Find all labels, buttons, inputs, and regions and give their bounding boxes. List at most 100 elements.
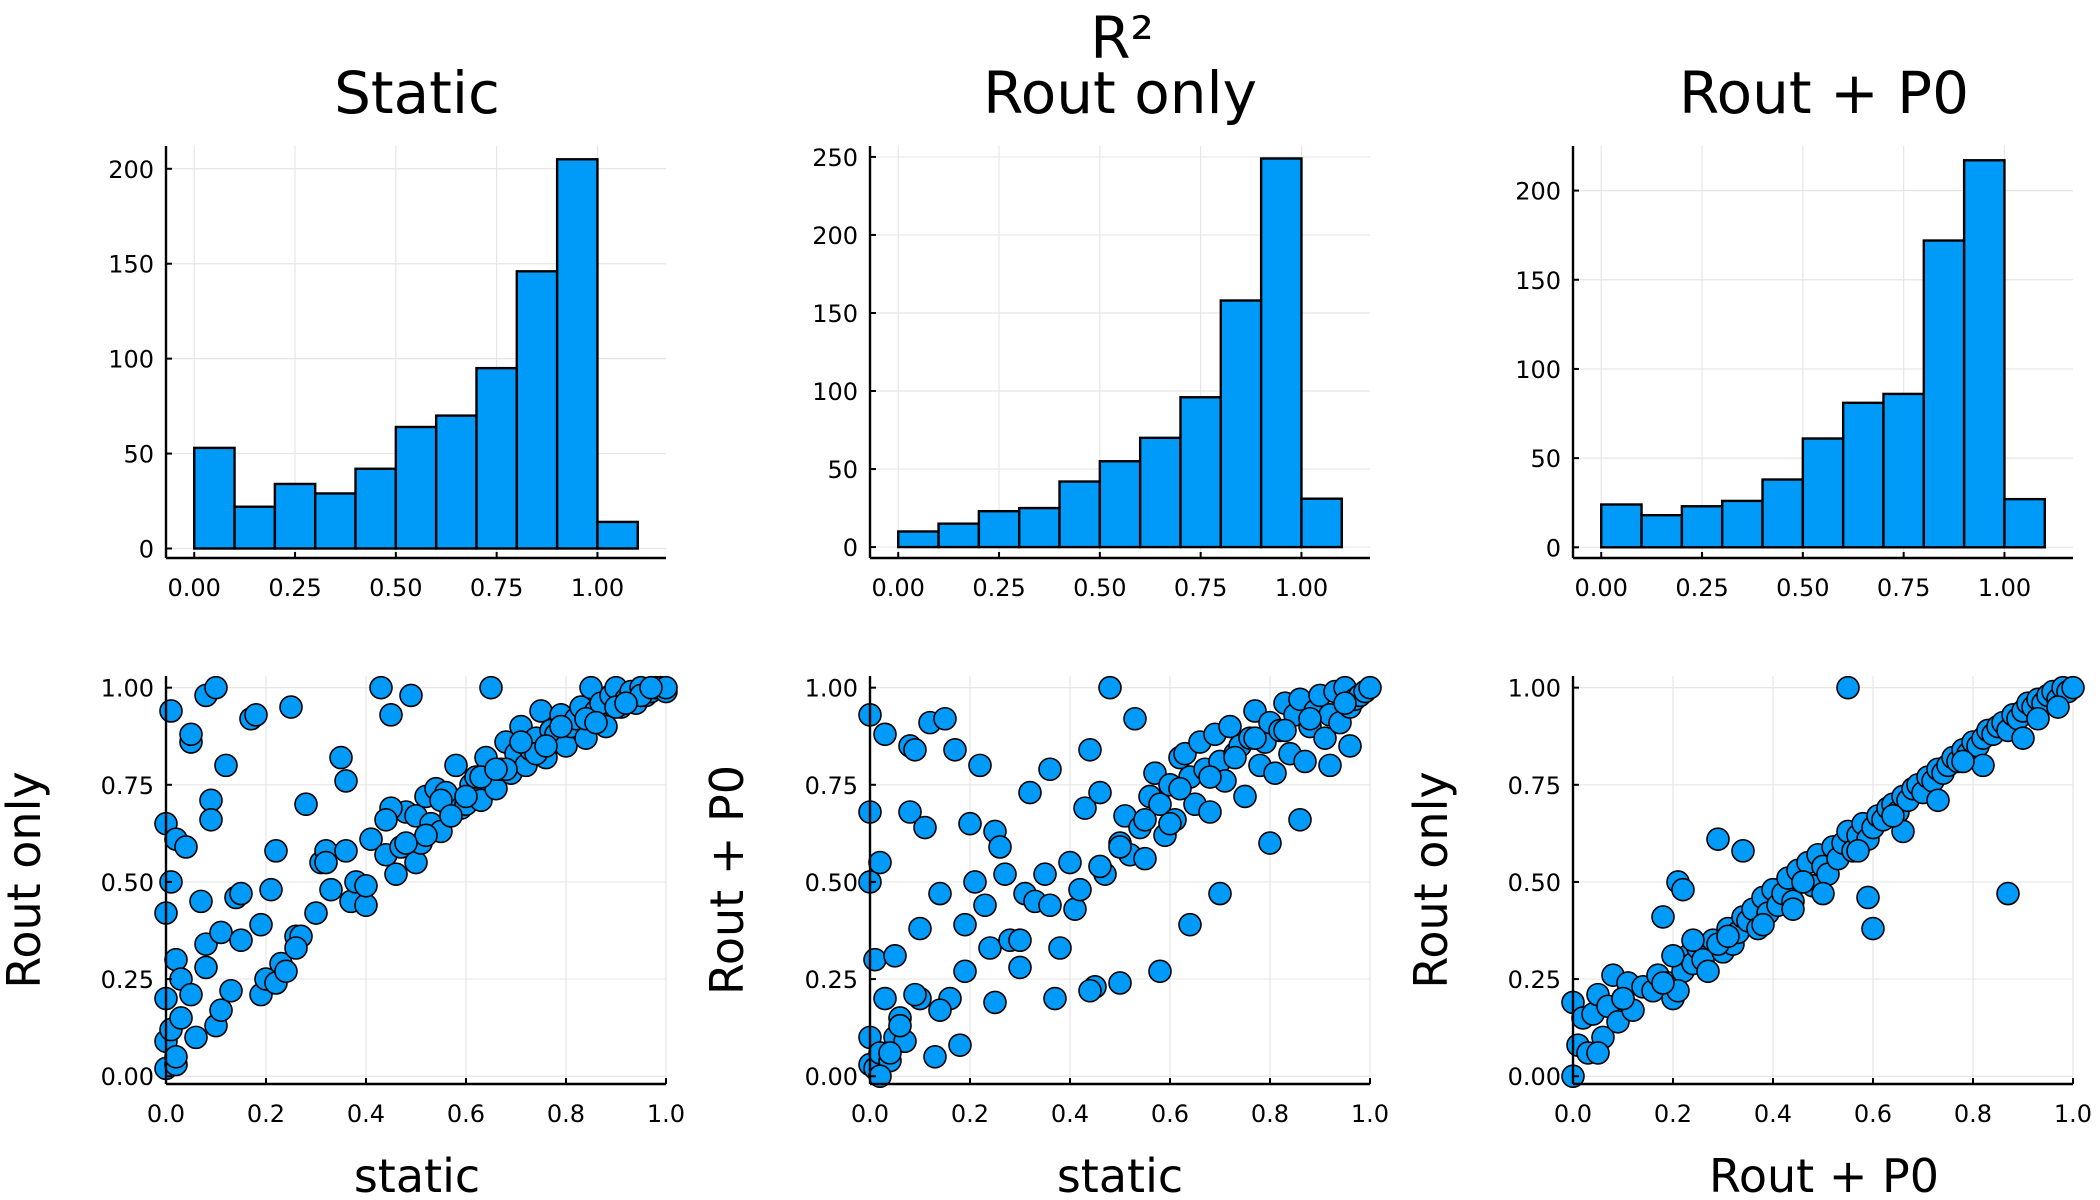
histogram-bar (1017, 506, 1061, 549)
panel-title: Rout + P0 (1679, 59, 1969, 127)
panel-5: 0.0 0.2 0.4 0.6 0.8 1.0 0.00 0.25 0.50 0.75 1.00 st… (700, 675, 1389, 1200)
scatter-point (1881, 804, 1905, 828)
histogram-bar (596, 520, 639, 550)
x-tick-label: 0.25 (972, 574, 1025, 602)
scatter-point (928, 881, 952, 906)
scatter-point (454, 784, 478, 809)
scatter-point (214, 753, 238, 778)
scatter-point (1108, 835, 1132, 859)
scatter-point (1243, 726, 1267, 750)
scatter-point (529, 699, 553, 723)
scatter-point (1263, 761, 1287, 785)
scatter-point (1088, 780, 1112, 805)
histogram-bar (193, 446, 236, 550)
scatter-point (883, 943, 907, 968)
scatter-point (953, 912, 977, 937)
scatter-point (2046, 695, 2070, 719)
scatter-point (394, 831, 418, 855)
scatter-point (1133, 807, 1157, 832)
panel-title: Rout only (983, 59, 1257, 127)
x-tick-label: 0.0 (147, 1100, 185, 1128)
histogram-bar (313, 492, 357, 550)
histogram-bar (1680, 505, 1724, 549)
scatter-point (2026, 706, 2050, 731)
scatter-point (264, 839, 288, 863)
scatter-point (1218, 714, 1242, 739)
scatter-point (1198, 765, 1222, 789)
scatter-point (179, 982, 203, 1007)
x-tick-label: 0.4 (1754, 1100, 1792, 1128)
scatter-point (958, 811, 982, 836)
scatter-point (1716, 924, 1740, 949)
scatter-point (1338, 734, 1362, 758)
y-tick-label: 0 (1546, 534, 1561, 562)
x-tick-label: 0.25 (268, 574, 321, 602)
scatter-point (878, 1041, 902, 1065)
scatter-point (993, 862, 1017, 886)
panel-title: Static (334, 59, 500, 127)
scatter-point (1298, 706, 1322, 731)
scatter-point (584, 710, 608, 735)
y-tick-label: 100 (1515, 356, 1561, 384)
scatter-point (928, 998, 952, 1022)
scatter-point (1313, 726, 1337, 750)
x-tick-label: 0.4 (1051, 1100, 1089, 1128)
x-tick-label: 1.00 (1275, 574, 1328, 602)
scatter-point (908, 916, 932, 941)
y-tick-label: 200 (108, 156, 154, 184)
scatter-point (1671, 877, 1695, 902)
scatter-point (314, 850, 338, 875)
scatter-point (259, 877, 283, 902)
x-tick-label: 1.0 (2054, 1100, 2092, 1128)
y-tick-label: 150 (108, 251, 154, 279)
scatter-point (319, 877, 343, 902)
scatter-point (1731, 839, 1755, 863)
x-tick-label: 0.75 (1174, 574, 1227, 602)
histogram-bar (977, 509, 1021, 549)
x-tick-label: 1.0 (647, 1100, 685, 1128)
scatter-point (1971, 753, 1995, 778)
scatter-point (1611, 986, 1635, 1011)
scatter-point (888, 1013, 912, 1038)
histogram-bar (1962, 159, 2006, 549)
scatter-point (968, 753, 992, 778)
scatter-point (1058, 850, 1082, 875)
scatter-point (354, 874, 378, 898)
y-tick-label: 0 (139, 536, 154, 564)
scatter-point (159, 699, 183, 723)
histogram-bar (1219, 299, 1263, 549)
scatter-point (1681, 928, 1705, 953)
y-tick-label: 0.00 (1508, 1063, 1561, 1091)
x-tick-label: 0.0 (1554, 1100, 1592, 1128)
y-tick-label: 0 (843, 534, 858, 562)
scatter-point (1926, 788, 1950, 813)
scatter-point (1696, 959, 1720, 984)
scatter-point (1123, 706, 1147, 731)
scatter-point (923, 1045, 947, 1069)
x-tick-label: 1.0 (1351, 1100, 1389, 1128)
y-tick-label: 0.75 (1508, 772, 1561, 800)
x-tick-label: 0.00 (168, 574, 221, 602)
scatter-point (174, 835, 198, 859)
x-tick-label: 0.6 (1151, 1100, 1189, 1128)
scatter-point (913, 815, 937, 840)
y-tick-label: 150 (1515, 267, 1561, 295)
y-tick-label: 50 (1530, 445, 1561, 473)
scatter-point (404, 850, 428, 875)
scatter-point (953, 959, 977, 984)
histogram-bar (1600, 503, 1643, 549)
scatter-point (1233, 784, 1257, 809)
scatter-point (484, 757, 508, 782)
x-tick-label: 0.4 (347, 1100, 385, 1128)
x-tick-label: 0.0 (851, 1100, 889, 1128)
scatter-point (1208, 881, 1232, 906)
scatter-point (1038, 757, 1062, 782)
panel-3: 0.00 0.25 0.50 0.75 1.00 0 50 100 150 200 Rout + P… (1515, 59, 2073, 602)
scatter-point (1168, 776, 1192, 801)
histogram-bar (1801, 437, 1845, 549)
y-tick-label: 100 (108, 346, 154, 374)
histogram-bar (273, 482, 317, 550)
y-tick-label: 0.50 (805, 869, 858, 897)
scatter-point (1063, 897, 1087, 921)
